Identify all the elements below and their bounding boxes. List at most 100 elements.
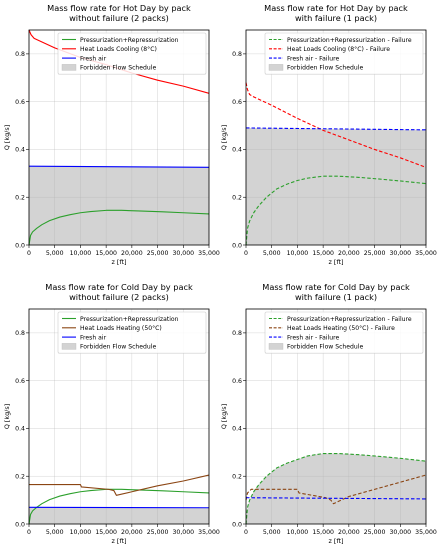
y-tick-label: 0.2 xyxy=(232,195,242,202)
x-tick-label: 20,000 xyxy=(338,529,360,536)
x-tick-label: 0 xyxy=(27,250,31,257)
y-tick-label: 0.8 xyxy=(15,51,25,58)
series-line xyxy=(28,488,210,525)
x-tick-label: 5,000 xyxy=(263,250,281,257)
x-tick-label: 15,000 xyxy=(95,529,117,536)
legend-swatch xyxy=(61,64,77,71)
x-tick-label: 25,000 xyxy=(364,529,386,536)
legend-box xyxy=(57,311,207,354)
y-tick-label: 0.2 xyxy=(232,474,242,481)
chart-title: Mass flow rate for Hot Day by pack xyxy=(47,3,191,13)
x-tick-label: 25,000 xyxy=(147,529,169,536)
x-tick-label: 15,000 xyxy=(95,250,117,257)
x-tick-label: 0 xyxy=(244,529,248,536)
x-axis-label: z [ft] xyxy=(111,537,126,545)
legend-entry: Fresh air xyxy=(80,55,107,62)
forbidden-region xyxy=(246,453,426,524)
x-tick-label: 25,000 xyxy=(147,250,169,257)
y-tick-label: 0.0 xyxy=(232,242,242,249)
x-tick-label: 10,000 xyxy=(70,250,92,257)
y-tick-label: 0.8 xyxy=(232,330,242,337)
x-tick-label: 10,000 xyxy=(70,529,92,536)
legend-box xyxy=(264,311,424,354)
y-tick-label: 0.2 xyxy=(15,195,25,202)
x-tick-label: 30,000 xyxy=(389,529,411,536)
y-tick-label: 0.2 xyxy=(15,474,25,481)
plot-frame xyxy=(245,29,427,246)
chart-title: Mass flow rate for Cold Day by pack xyxy=(45,282,193,292)
y-tick-label: 0.0 xyxy=(232,521,242,528)
y-tick-label: 0.0 xyxy=(15,521,25,528)
series-line xyxy=(245,175,427,246)
x-tick-label: 5,000 xyxy=(46,529,64,536)
legend-box xyxy=(57,32,207,75)
y-axis-label: Q [kg/s] xyxy=(3,404,11,429)
y-axis-label: Q [kg/s] xyxy=(3,125,11,150)
legend-entry: Fresh air - Failure xyxy=(287,55,339,62)
y-tick-label: 0.8 xyxy=(232,51,242,58)
forbidden-region xyxy=(246,127,426,245)
x-tick-label: 10,000 xyxy=(287,529,309,536)
chart-title: with failure (1 pack) xyxy=(295,13,377,23)
chart-title: without failure (2 packs) xyxy=(69,292,169,302)
legend-entry: Forbidden Flow Schedule xyxy=(287,344,363,351)
x-axis-label: z [ft] xyxy=(111,258,126,266)
x-tick-label: 20,000 xyxy=(338,250,360,257)
y-axis-label: Q [kg/s] xyxy=(220,404,228,429)
chart-title: without failure (2 packs) xyxy=(69,13,169,23)
x-tick-label: 35,000 xyxy=(198,250,220,257)
legend-entry: Fresh air xyxy=(80,334,107,341)
series-line xyxy=(28,209,210,246)
forbidden-region xyxy=(29,507,209,524)
legend-entry: Heat Loads Heating (50°C) xyxy=(80,324,162,332)
x-axis-label: z [ft] xyxy=(328,537,343,545)
chart-panel: Mass flow rate for Cold Day by packwith … xyxy=(220,282,437,545)
legend-entry: Forbidden Flow Schedule xyxy=(287,65,363,72)
chart-title: with failure (1 pack) xyxy=(295,292,377,302)
y-tick-label: 0.4 xyxy=(15,426,25,433)
series-line xyxy=(245,452,427,525)
legend-swatch xyxy=(268,343,284,350)
legend-entry: Forbidden Flow Schedule xyxy=(80,65,156,72)
y-axis-label: Q [kg/s] xyxy=(220,125,228,150)
chart-panel: Mass flow rate for Hot Day by packwithou… xyxy=(3,3,220,266)
legend-entry: Forbidden Flow Schedule xyxy=(80,344,156,351)
y-tick-label: 0.6 xyxy=(15,378,25,385)
legend-swatch xyxy=(61,343,77,350)
y-tick-label: 0.4 xyxy=(232,147,242,154)
legend-entry: Pressurization+Repressurization xyxy=(80,316,179,323)
y-tick-label: 0.4 xyxy=(232,426,242,433)
forbidden-region xyxy=(29,166,209,245)
x-tick-label: 20,000 xyxy=(121,529,143,536)
series-line xyxy=(245,497,427,500)
x-tick-label: 35,000 xyxy=(415,250,437,257)
y-tick-label: 0.8 xyxy=(15,330,25,337)
x-tick-label: 0 xyxy=(244,250,248,257)
x-tick-label: 20,000 xyxy=(121,250,143,257)
x-tick-label: 30,000 xyxy=(389,250,411,257)
legend-box xyxy=(264,32,424,75)
legend-entry: Pressurization+Repressurization - Failur… xyxy=(287,37,412,44)
x-tick-label: 30,000 xyxy=(172,250,194,257)
plot-frame xyxy=(28,308,210,525)
legend-entry: Heat Loads Cooling (8°C) xyxy=(80,45,157,53)
x-tick-label: 5,000 xyxy=(263,529,281,536)
chart-title: Mass flow rate for Cold Day by pack xyxy=(262,282,410,292)
legend: Pressurization+Repressurization - Failur… xyxy=(264,311,424,354)
series-line xyxy=(245,82,427,168)
x-tick-label: 35,000 xyxy=(415,529,437,536)
x-tick-label: 0 xyxy=(27,529,31,536)
series-line xyxy=(245,474,427,505)
legend-entry: Heat Loads Cooling (8°C) - Failure xyxy=(287,45,390,53)
x-tick-label: 15,000 xyxy=(312,529,334,536)
x-tick-label: 35,000 xyxy=(198,529,220,536)
x-tick-label: 10,000 xyxy=(287,250,309,257)
y-tick-label: 0.6 xyxy=(15,99,25,106)
y-tick-label: 0.6 xyxy=(232,378,242,385)
legend: Pressurization+Repressurization - Failur… xyxy=(264,32,424,75)
legend-entry: Pressurization+Repressurization xyxy=(80,37,179,44)
